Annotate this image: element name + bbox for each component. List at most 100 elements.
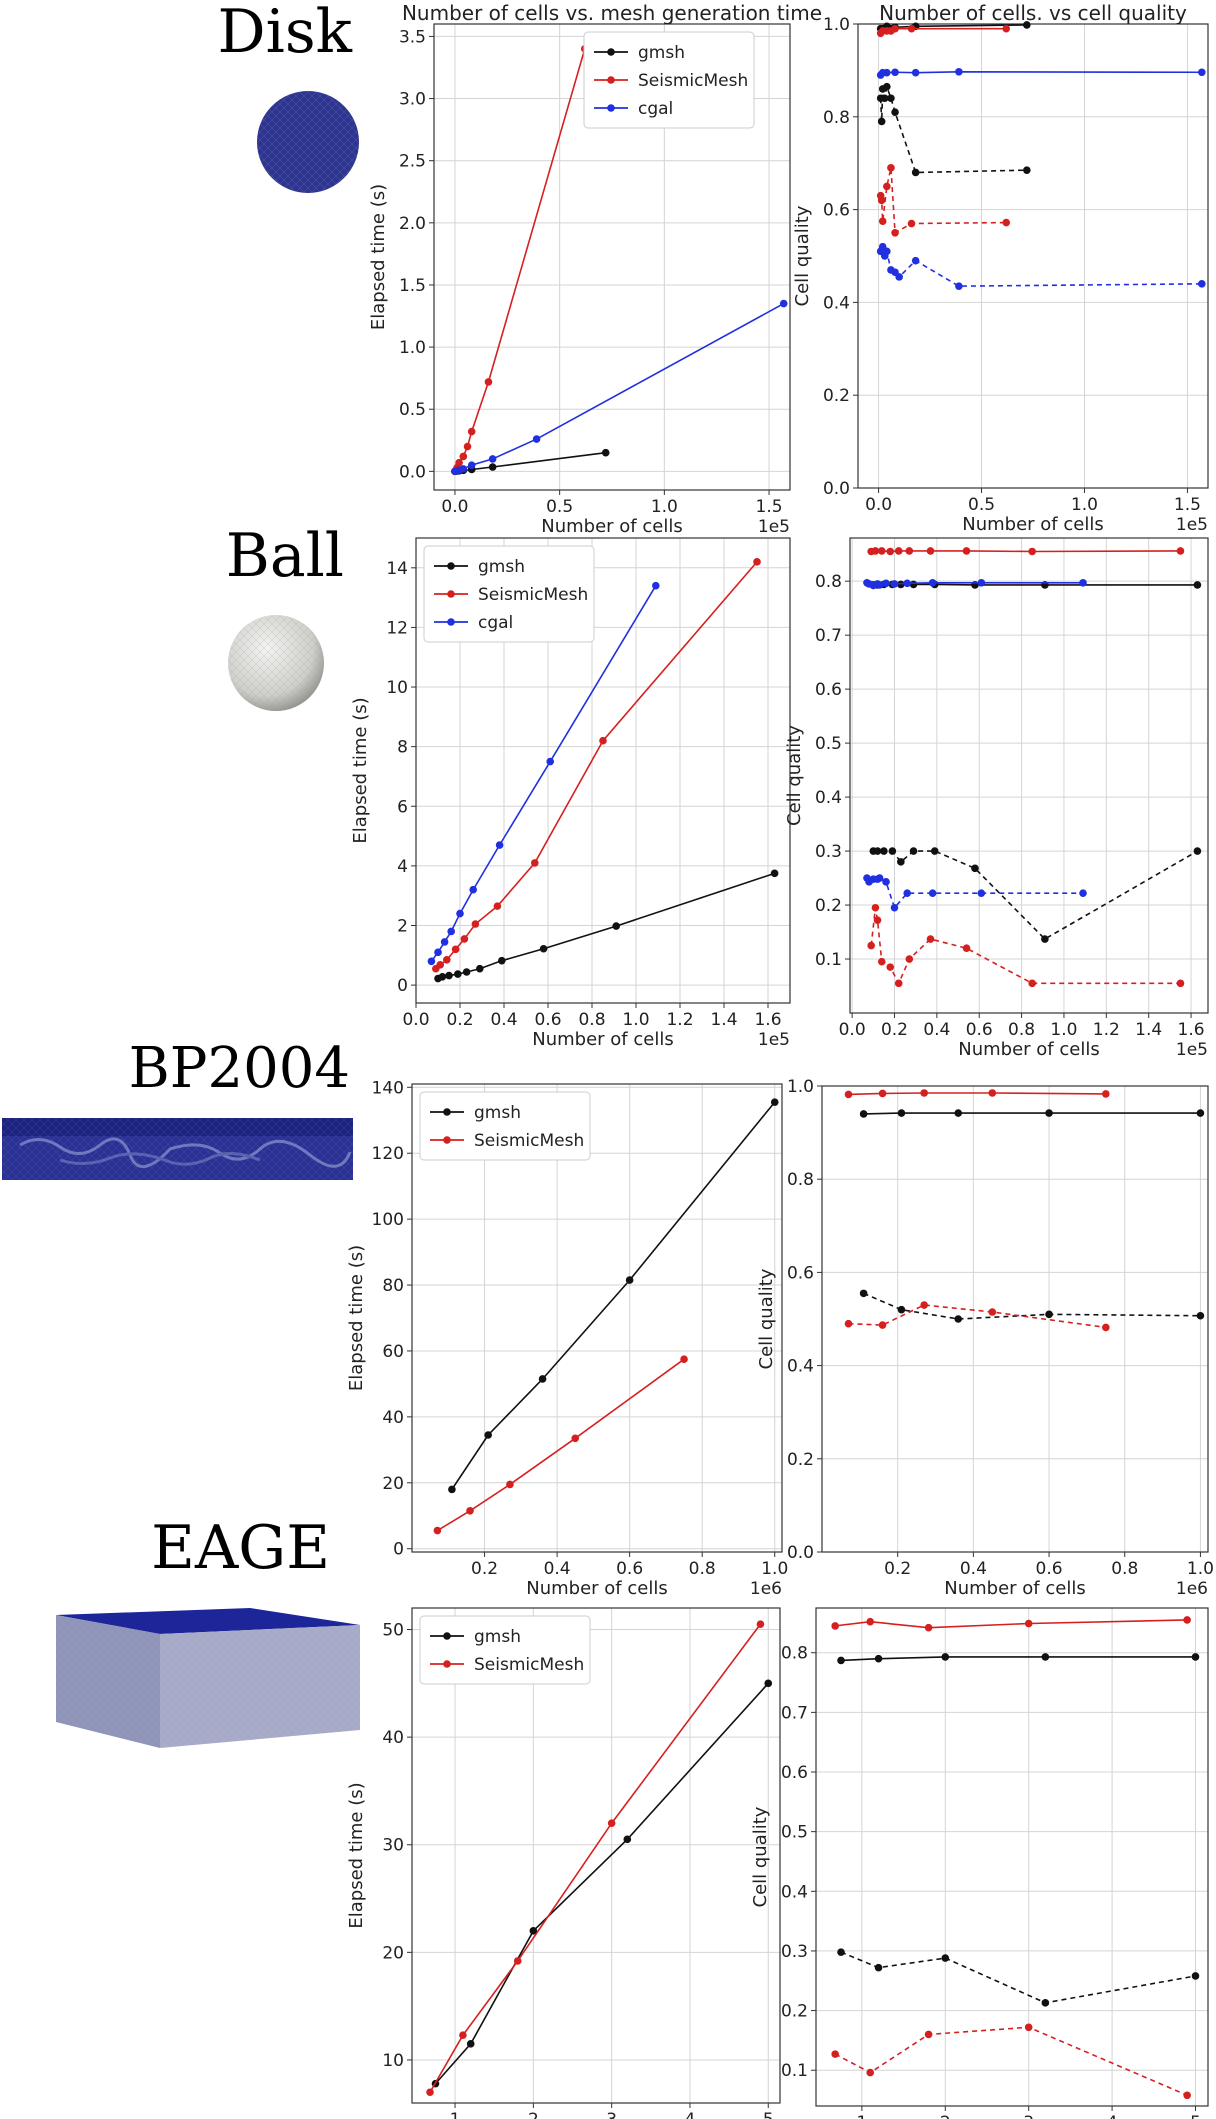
data-point	[891, 108, 899, 116]
series-seismicmesh	[432, 558, 761, 973]
x-tick-label: 0.5	[968, 495, 995, 515]
data-point	[1041, 1653, 1050, 1661]
y-tick-label: 40	[382, 1728, 404, 1748]
data-point	[873, 916, 882, 924]
x-tick-label: 4	[1107, 2113, 1118, 2119]
y-tick-label: 0.1	[815, 950, 842, 970]
y-tick-label: 8	[397, 738, 408, 758]
data-point	[433, 1526, 442, 1535]
y-tick-label: 0.6	[815, 680, 842, 700]
data-point	[880, 847, 888, 855]
legend-box	[419, 1091, 591, 1161]
data-point	[911, 168, 920, 177]
y-tick-label: 50	[382, 1621, 404, 1641]
series-line	[870, 907, 1181, 986]
plot-frame	[411, 1607, 781, 2104]
legend-marker	[443, 1136, 451, 1144]
x-tick-label: 1.5	[756, 497, 783, 517]
x-tick-label: 0.8	[1008, 1020, 1035, 1040]
data-point	[1191, 1653, 1200, 1661]
series-line	[454, 451, 606, 473]
y-tick-label: 0.6	[823, 201, 850, 221]
series-3	[876, 67, 1206, 79]
y-tick-label: 3.5	[399, 27, 426, 47]
series-line	[863, 1292, 1201, 1320]
data-point	[463, 442, 472, 451]
chart-4: 0.0 0.2 0.4 0.6 0.8 1.0 1.2 1.4 1.6 0.1 0.2 0.3 0.4 0…	[784, 537, 1209, 1060]
series-line	[848, 1092, 1106, 1096]
series-line	[871, 550, 1181, 553]
x-tick-label: 1	[450, 2110, 461, 2119]
mesh-thumbnails	[2, 91, 360, 1748]
x-tick-label: 1.0	[622, 1010, 649, 1030]
y-tick-label: 0.6	[781, 1763, 808, 1783]
x-axis-multiplier: 1e5	[1176, 515, 1208, 535]
data-point	[607, 1819, 616, 1828]
data-point	[466, 2040, 475, 2048]
data-point	[907, 24, 916, 33]
y-tick-label: 0.2	[781, 2002, 808, 2022]
x-tick-label: 0.6	[966, 1020, 993, 1040]
row-label-bp2004: BP2004	[129, 1036, 350, 1101]
series-line	[840, 1656, 1196, 1662]
y-tick-label: 0.2	[815, 896, 842, 916]
data-point	[466, 1507, 474, 1515]
legend-marker	[447, 590, 455, 598]
data-point	[877, 547, 886, 555]
data-point	[448, 1485, 456, 1494]
data-point	[941, 1653, 950, 1661]
x-tick-label: 4	[685, 2110, 696, 2119]
data-point	[779, 299, 788, 308]
series-6	[876, 242, 1206, 290]
legend-marker	[443, 1660, 451, 1668]
series-line	[880, 70, 1202, 76]
data-point	[459, 452, 468, 461]
x-tick-label: 0.4	[544, 1559, 571, 1579]
series-line	[435, 561, 758, 970]
data-point	[878, 1321, 887, 1329]
data-point	[488, 455, 497, 463]
plot-frame	[857, 23, 1209, 489]
data-point	[831, 2050, 839, 2058]
data-point	[878, 1089, 887, 1098]
y-tick-label: 0.8	[787, 1170, 814, 1190]
x-tick-label: 1.4	[710, 1010, 737, 1030]
series-6	[867, 903, 1185, 988]
data-point	[891, 229, 899, 237]
data-point	[911, 256, 920, 265]
data-point	[436, 961, 445, 969]
row-labels: Disk Ball BP2004 EAGE	[129, 0, 353, 1583]
data-point	[1176, 979, 1185, 988]
series-4	[831, 2023, 1191, 2100]
y-tick-label: 0.6	[787, 1263, 814, 1283]
legend-box	[423, 545, 595, 643]
data-point	[467, 461, 476, 469]
data-point	[612, 922, 620, 930]
y-tick-label: 30	[382, 1836, 404, 1856]
chart-title: Number of cells. vs cell quality	[879, 1, 1187, 25]
data-point	[887, 164, 895, 172]
y-tick-label: 0.7	[815, 626, 842, 646]
eage-mesh-image	[56, 1608, 360, 1748]
data-point	[911, 68, 920, 77]
x-tick-label: 1.5	[1174, 495, 1201, 515]
y-tick-label: 10	[386, 678, 408, 698]
data-point	[897, 858, 905, 866]
series-line	[880, 27, 1007, 34]
y-tick-label: 2.5	[399, 152, 426, 172]
x-tick-label: 1.0	[1071, 495, 1098, 515]
plot-frame	[815, 1607, 1209, 2107]
data-point	[680, 1355, 688, 1363]
data-point	[878, 217, 887, 225]
series-line	[866, 877, 1084, 910]
x-tick-label: 1.6	[754, 1010, 781, 1030]
y-tick-label: 60	[382, 1342, 404, 1362]
series-1	[831, 1616, 1191, 1632]
chart-3: 0.0 0.2 0.4 0.6 0.8 1.0 1.2 1.4 1.6 0 2 4 6 8 10 12 14 Nu…	[350, 537, 791, 1050]
data-point	[1191, 1972, 1200, 1980]
data-point	[623, 1835, 632, 1844]
legend-label: SeismicMesh	[474, 1655, 584, 1675]
x-tick-label: 0.6	[534, 1010, 561, 1030]
y-tick-label: 0.3	[781, 1942, 808, 1962]
x-axis-label: Number of cells	[526, 1578, 667, 1599]
